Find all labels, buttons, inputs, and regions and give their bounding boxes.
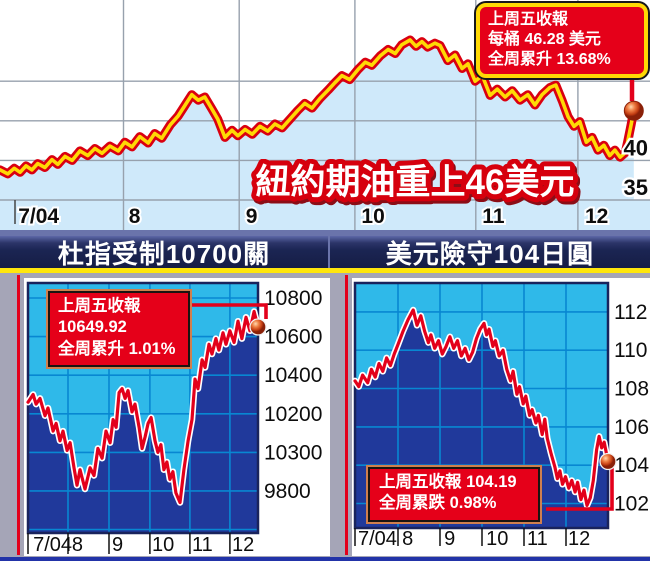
x-axis-label: 9 xyxy=(112,534,123,556)
y-axis-label: 10600 xyxy=(264,326,322,349)
last-price-marker xyxy=(623,100,644,121)
price-line xyxy=(26,309,260,505)
y-axis-label: 10800 xyxy=(264,287,322,310)
callout-line: 全周累升 1.01% xyxy=(58,339,176,358)
y-axis-label: 9800 xyxy=(264,480,311,503)
x-axis-label: 8 xyxy=(72,534,83,556)
y-axis-label: 110 xyxy=(614,339,647,362)
x-axis-label: 8 xyxy=(129,205,141,228)
x-axis-label: 11 xyxy=(527,528,548,550)
bottom-blue-rule xyxy=(0,557,650,561)
chart-title: 紐約期油重上46美元 xyxy=(256,163,575,202)
y-axis-label: 40 xyxy=(624,135,648,160)
x-axis-label: 7/04 xyxy=(33,534,72,556)
callout-line: 10649.92 xyxy=(58,318,127,337)
y-axis-label: 102 xyxy=(614,493,649,516)
oil-chart-panel: 7/04 8 9 10 11 12 40 35 紐約期油重上46美元 上周五收報 每桶 46.2… xyxy=(0,0,650,230)
x-axis-label: 8 xyxy=(402,528,413,550)
last-price-marker xyxy=(249,318,267,336)
x-axis-label: 12 xyxy=(568,528,590,550)
callout-line: 每桶 46.28 美元 xyxy=(488,31,601,48)
plot-border xyxy=(26,281,260,535)
oil-chart: 7/04 8 9 10 11 12 40 35 紐約期油重上46美元 xyxy=(0,0,650,230)
price-line xyxy=(0,38,636,176)
x-axis-label: 9 xyxy=(246,205,258,228)
x-axis-label: 10 xyxy=(486,528,508,550)
area-fill xyxy=(28,311,258,533)
dow-panel-title: 杜指受制10700關 xyxy=(0,236,328,269)
y-axis-label: 108 xyxy=(614,378,649,401)
x-axis-label: 12 xyxy=(585,205,608,228)
x-axis-label: 7/04 xyxy=(358,528,397,550)
x-axis-label: 10 xyxy=(361,205,384,228)
divider-strip xyxy=(0,230,650,236)
callout-line: 上周五收報 xyxy=(488,11,569,28)
y-axis-label: 35 xyxy=(624,175,648,200)
x-axis-label: 10 xyxy=(152,534,174,556)
connector-line xyxy=(184,303,268,319)
x-axis-label: 9 xyxy=(444,528,455,550)
y-axis-label: 104 xyxy=(614,454,649,477)
callout-line: 全周累升 13.68% xyxy=(488,51,611,68)
jpy-close-callout: 上周五收報 104.19 全周累跌 0.98% xyxy=(368,467,540,522)
oil-close-callout: 上周五收報 每桶 46.28 美元 全周累升 13.68% xyxy=(476,3,648,78)
jpy-chart-card: 7/04 8 9 10 11 12 112 110 108 106 104 102 上周五收報 104… xyxy=(351,278,650,556)
yellow-rule xyxy=(0,268,650,273)
section-headers: 杜指受制10700關 美元險守104日圓 xyxy=(0,236,650,269)
price-line xyxy=(353,308,610,507)
y-axis-label: 10400 xyxy=(264,364,322,387)
y-axis-label: 10300 xyxy=(264,441,322,464)
red-accent-line xyxy=(17,275,20,555)
callout-line: 全周累跌 0.98% xyxy=(379,494,497,513)
x-axis-label: 7/04 xyxy=(18,205,59,228)
bottom-charts-region: 7/04 8 9 10 11 12 10800 10600 10400 10200 10300 980… xyxy=(0,273,650,557)
y-axis-label: 10200 xyxy=(264,403,322,426)
x-axis-strip xyxy=(0,200,650,230)
x-axis-label: 12 xyxy=(232,534,254,556)
x-axis-label: 11 xyxy=(192,534,213,556)
red-accent-line xyxy=(345,275,348,555)
jpy-panel-title: 美元險守104日圓 xyxy=(330,236,650,269)
connector-line xyxy=(546,465,614,511)
last-price-marker xyxy=(599,452,617,471)
y-axis-label: 106 xyxy=(614,416,649,439)
y-axis-label: 112 xyxy=(614,301,647,324)
dow-close-callout: 上周五收報 10649.92 全周累升 1.01% xyxy=(48,291,190,368)
x-axis-label: 11 xyxy=(482,205,505,228)
dow-chart-card: 7/04 8 9 10 11 12 10800 10600 10400 10200 10300 980… xyxy=(24,278,330,556)
callout-line: 上周五收報 104.19 xyxy=(379,473,517,491)
callout-line: 上周五收報 xyxy=(58,297,141,315)
